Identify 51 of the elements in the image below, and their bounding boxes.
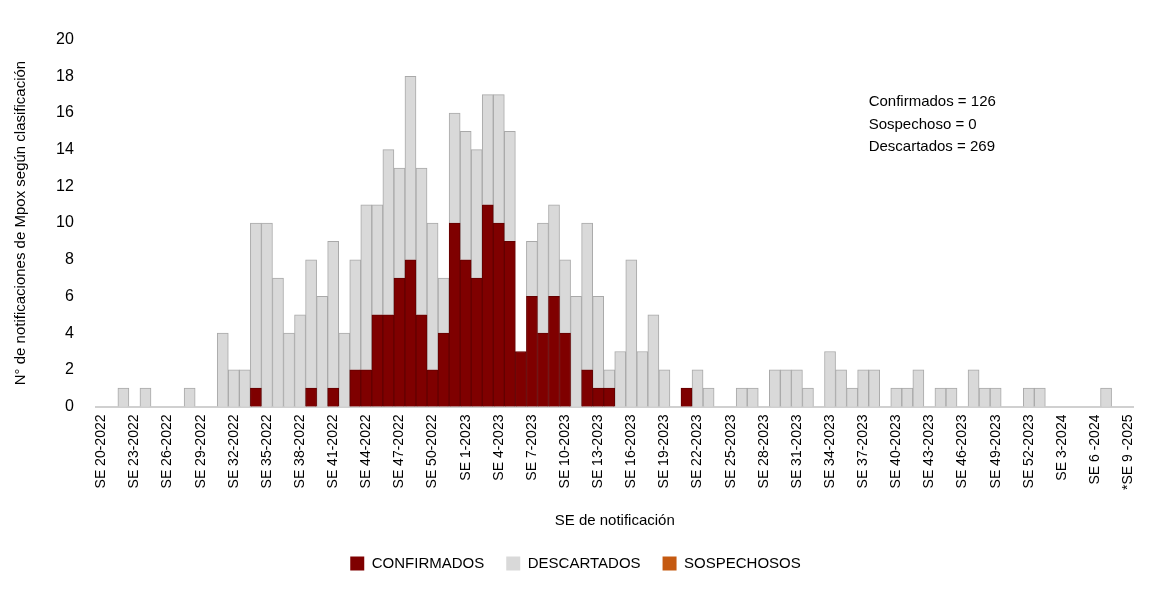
- x-tick-label: SE 43-2023: [920, 414, 937, 489]
- annotation: Confirmados = 126: [868, 92, 996, 110]
- y-tick-label: 6: [64, 286, 74, 304]
- x-tick-label: SE 37-2023: [854, 414, 871, 489]
- x-tick-label: SE 1-2023: [456, 414, 473, 481]
- x-tick-label: SE 22-2023: [688, 414, 705, 489]
- x-tick-label: SE 4-2023: [489, 414, 506, 481]
- y-tick-label: 4: [64, 323, 74, 341]
- y-tick-label: 18: [56, 66, 74, 84]
- annotation: Descartados = 269: [868, 137, 995, 155]
- x-tick-label: SE 52-2023: [1019, 414, 1036, 489]
- legend-label: SOSPECHOSOS: [684, 553, 801, 571]
- legend-label: DESCARTADOS: [527, 553, 641, 571]
- x-tick-label: SE 28-2023: [754, 414, 771, 489]
- x-tick-label: SE 10-2023: [555, 414, 572, 489]
- x-tick-label: SE 46-2023: [953, 414, 970, 489]
- y-axis-title: N° de notificaciones de Mpox según clasificación: [11, 60, 29, 386]
- x-tick-label: SE 6 -2024: [1085, 414, 1102, 485]
- x-tick-label: SE 31-2023: [787, 414, 804, 489]
- y-tick-label: 2: [64, 360, 74, 378]
- x-tick-label: SE 16-2023: [622, 414, 639, 489]
- y-tick-label: 8: [64, 250, 74, 268]
- x-tick-label: SE 49-2023: [986, 414, 1003, 489]
- x-tick-label: SE 44-2022: [357, 414, 374, 489]
- x-tick-label: SE 20-2022: [92, 414, 109, 489]
- x-axis-title: SE de notificación: [554, 511, 675, 529]
- x-tick-label: SE 40-2023: [887, 414, 904, 489]
- x-tick-label: SE 50-2022: [423, 414, 440, 489]
- x-tick-label: SE 7-2023: [522, 414, 539, 481]
- x-tick-label: SE 29-2022: [191, 414, 208, 489]
- x-tick-label: *SE 9 -2025: [1119, 414, 1136, 490]
- x-tick-label: SE 26-2022: [158, 414, 175, 489]
- y-tick-label: 12: [56, 176, 74, 194]
- x-tick-label: SE 34-2023: [820, 414, 837, 489]
- y-tick-label: 0: [64, 396, 74, 414]
- y-tick-label: 20: [56, 30, 74, 48]
- x-tick-label: SE 25-2023: [721, 414, 738, 489]
- x-tick-label: SE 35-2022: [257, 414, 274, 489]
- x-tick-label: SE 38-2022: [290, 414, 307, 489]
- y-tick-label: 14: [56, 140, 74, 158]
- annotation: Sospechoso = 0: [868, 114, 977, 132]
- y-tick-label: 16: [56, 103, 74, 121]
- x-tick-label: SE 19-2023: [655, 414, 672, 489]
- legend-label: CONFIRMADOS: [371, 553, 485, 571]
- y-tick-label: 10: [56, 213, 74, 231]
- x-tick-label: SE 41-2022: [324, 414, 341, 489]
- x-tick-label: SE 13-2023: [589, 414, 606, 489]
- x-tick-label: SE 32-2022: [224, 414, 241, 489]
- x-tick-label: SE 3-2024: [1052, 414, 1069, 481]
- x-tick-label: SE 23-2022: [125, 414, 142, 489]
- x-tick-label: SE 47-2022: [390, 414, 407, 489]
